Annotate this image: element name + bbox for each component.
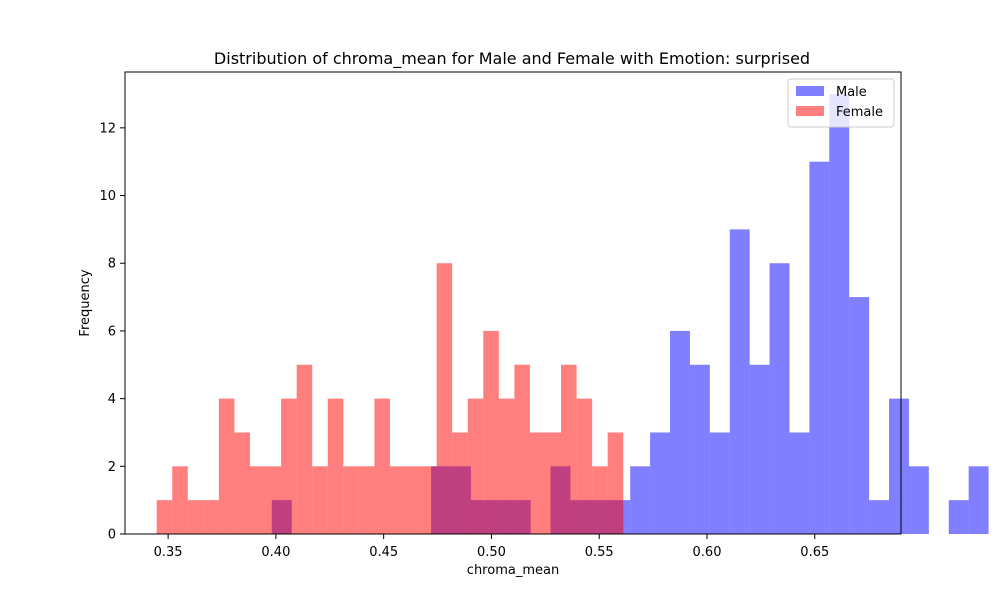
bar-female	[234, 432, 250, 534]
legend-label-male: Male	[836, 85, 867, 100]
bar-female	[467, 398, 484, 534]
bar-female	[187, 500, 204, 534]
y-tick-label: 10	[99, 189, 116, 204]
bar-female	[452, 432, 468, 534]
x-tick-label: 0.40	[261, 545, 290, 560]
bar-male	[869, 500, 890, 534]
bar-male	[650, 432, 671, 534]
bar-female	[218, 398, 235, 534]
x-axis-label: chroma_mean	[467, 563, 559, 578]
bar-male	[809, 161, 830, 534]
bar-female	[250, 466, 266, 534]
bar-female	[312, 466, 328, 534]
bar-male	[630, 466, 651, 534]
x-tick-label: 0.45	[369, 545, 398, 560]
bar-female	[405, 466, 422, 534]
y-tick-label: 0	[108, 528, 116, 543]
bar-female	[514, 364, 530, 534]
bar-female	[561, 364, 577, 534]
x-tick-label: 0.50	[477, 545, 506, 560]
bar-female	[421, 466, 437, 534]
bar-male	[769, 263, 790, 534]
bar-male	[948, 500, 969, 534]
bar-female	[576, 398, 593, 534]
legend: Male Female	[787, 78, 895, 128]
bar-female	[156, 500, 173, 534]
bar-female	[374, 398, 390, 534]
bar-female	[592, 466, 608, 534]
bar-female	[498, 398, 515, 534]
bar-male	[968, 466, 989, 534]
bar-female	[545, 432, 562, 534]
bar-female	[343, 466, 359, 534]
y-tick-label: 12	[99, 121, 116, 136]
bar-female	[358, 466, 375, 534]
y-tick-label: 2	[108, 460, 116, 475]
y-tick-label: 4	[108, 392, 116, 407]
y-ticks: 0 2 4 6 8 10 12	[99, 121, 125, 543]
series-female	[156, 263, 624, 534]
legend-swatch-male	[796, 86, 824, 96]
bar-male	[709, 432, 730, 534]
bar-female	[436, 263, 453, 534]
bar-female	[607, 432, 624, 534]
bar-female	[327, 398, 344, 534]
x-ticks: 0.35 0.40 0.45 0.50 0.55 0.60 0.65	[154, 534, 829, 560]
x-tick-label: 0.60	[693, 545, 722, 560]
bar-male	[789, 432, 810, 534]
y-tick-label: 6	[108, 324, 116, 339]
bar-male	[829, 94, 850, 534]
bar-male	[849, 297, 870, 534]
bar-female	[296, 364, 313, 534]
legend-swatch-female	[796, 106, 824, 116]
bar-male	[670, 330, 690, 534]
x-tick-label: 0.55	[585, 545, 614, 560]
bar-male	[908, 466, 929, 534]
bar-female	[529, 432, 546, 534]
bar-female	[265, 466, 282, 534]
bar-male	[889, 398, 909, 534]
legend-label-female: Female	[836, 105, 883, 120]
bar-female	[203, 500, 219, 534]
bar-female	[281, 398, 297, 534]
plot-frame	[124, 71, 902, 535]
x-tick-label: 0.35	[154, 545, 183, 560]
bars-layer	[156, 94, 989, 534]
bar-male	[729, 229, 750, 534]
bar-male	[689, 364, 710, 534]
chart-title: Distribution of chroma_mean for Male and…	[214, 49, 810, 69]
x-tick-label: 0.65	[800, 545, 829, 560]
bar-male	[749, 364, 770, 534]
bar-female	[483, 330, 499, 534]
bar-female	[389, 466, 406, 534]
y-axis-label: Frequency	[78, 269, 93, 336]
y-tick-label: 8	[108, 257, 116, 272]
bar-female	[172, 466, 188, 534]
